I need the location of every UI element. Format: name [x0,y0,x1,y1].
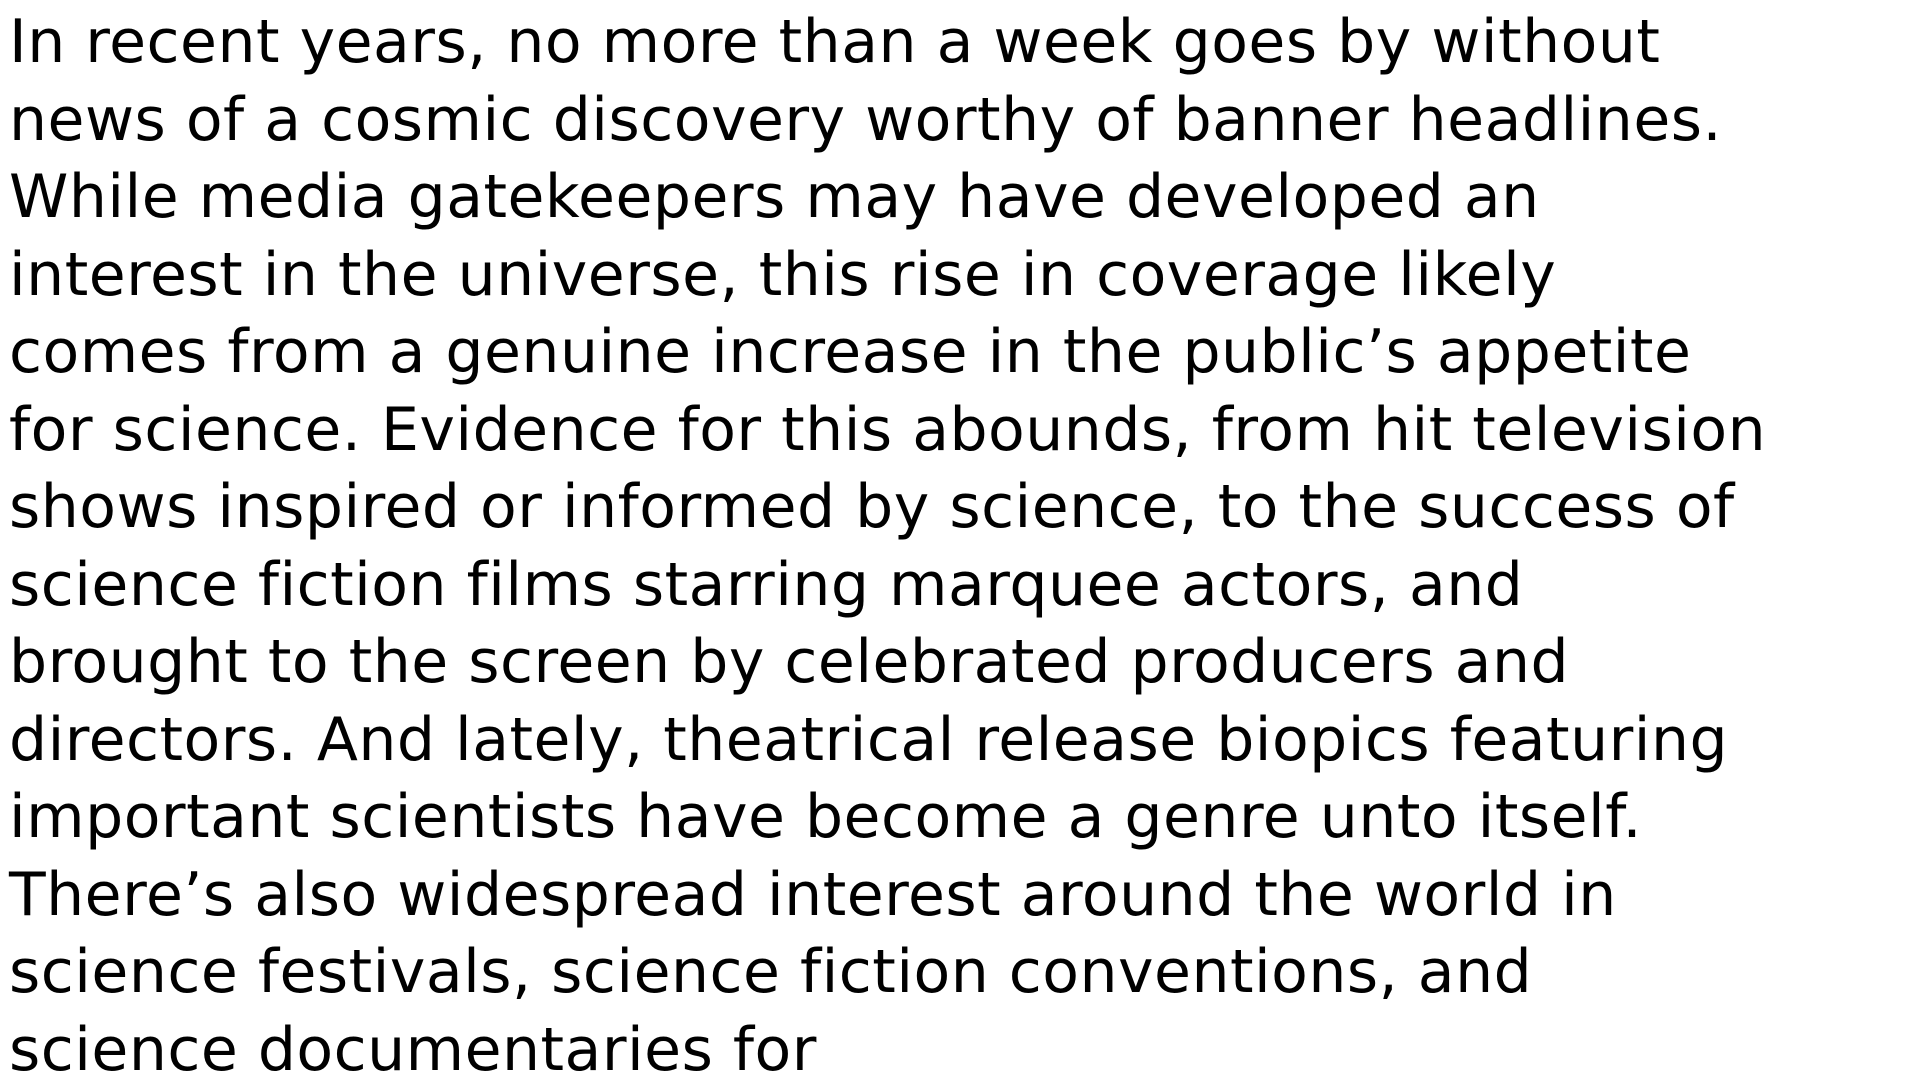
text-line: There’s also widespread interest around … [9,859,1617,930]
text-line: for science. Evidence for this abounds, … [9,394,1767,465]
text-line: directors. And lately, theatrical releas… [9,704,1729,775]
text-line: interest in the universe, this rise in c… [9,239,1557,310]
text-line: comes from a genuine increase in the pub… [9,317,1692,387]
text-line: science documentaries for [9,1014,817,1080]
text-line: science fiction films starring marquee a… [9,549,1524,620]
text-line: important scientists have become a genre… [9,782,1643,852]
text-line: science festivals, science fiction conve… [9,937,1533,1007]
text-line: In recent years, no more than a week goe… [9,7,1661,77]
text-line: While media gatekeepers may have develop… [9,162,1540,232]
body-paragraph: In recent years, no more than a week goe… [9,4,1920,1080]
text-line: news of a cosmic discovery worthy of ban… [9,84,1723,155]
text-line: brought to the screen by celebrated prod… [9,627,1570,697]
text-line: shows inspired or informed by science, t… [9,472,1735,542]
